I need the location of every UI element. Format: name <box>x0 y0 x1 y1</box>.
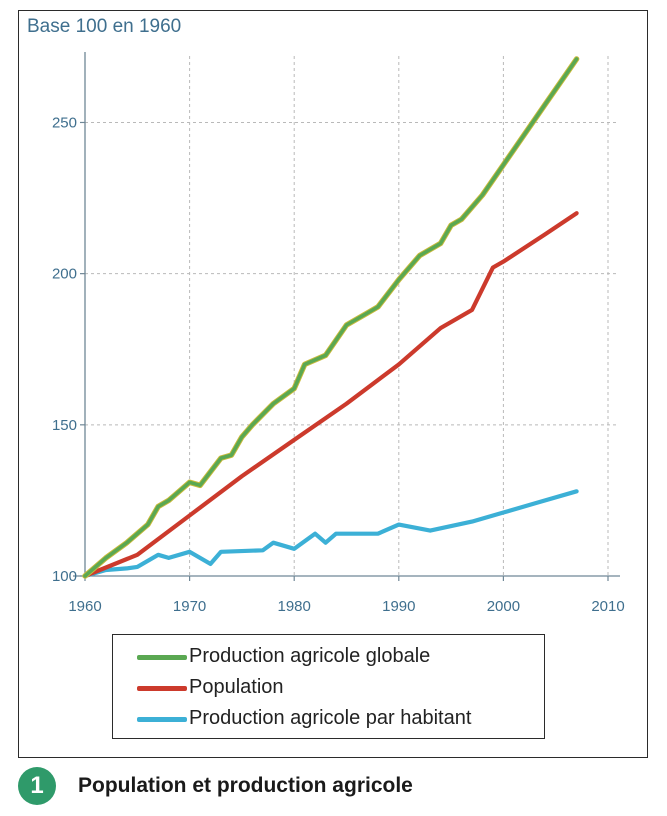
series-line-global-production <box>83 57 579 578</box>
legend-label-population: Population <box>189 676 284 698</box>
legend-label-per-capita: Production agricole par habitant <box>189 707 472 729</box>
legend-swatch-per-capita <box>137 717 187 722</box>
y-tick-label-250: 250 <box>52 114 77 131</box>
y-tick-label-150: 150 <box>52 417 77 434</box>
y-tick-label-100: 100 <box>52 568 77 585</box>
series-outline-global-production <box>82 56 580 579</box>
x-tick-label-1980: 1980 <box>278 598 311 615</box>
legend-label-global: Production agricole globale <box>189 645 431 667</box>
y-axis-title: Base 100 en 1960 <box>27 16 182 37</box>
chart-legend: Production agricole globale Population P… <box>112 634 545 739</box>
x-tick-label-2010: 2010 <box>591 598 624 615</box>
legend-item-per-capita: Production agricole par habitant <box>113 703 544 734</box>
x-tick-label-2000: 2000 <box>487 598 520 615</box>
series-line-per-capita <box>82 489 579 579</box>
legend-swatch-global <box>137 655 187 660</box>
series-line-population <box>82 211 579 579</box>
x-tick-label-1960: 1960 <box>68 598 101 615</box>
y-tick-label-200: 200 <box>52 266 77 283</box>
figure-title: Population et production agricole <box>78 774 413 797</box>
x-tick-label-1990: 1990 <box>382 598 415 615</box>
chart-frame <box>18 10 648 758</box>
legend-swatch-population <box>137 686 187 691</box>
x-tick-label-1970: 1970 <box>173 598 206 615</box>
figure-number-badge: 1 <box>18 767 56 805</box>
legend-item-population: Population <box>113 672 544 703</box>
figure-caption: 1 Population et production agricole <box>18 766 413 806</box>
legend-item-global: Production agricole globale <box>113 641 544 672</box>
